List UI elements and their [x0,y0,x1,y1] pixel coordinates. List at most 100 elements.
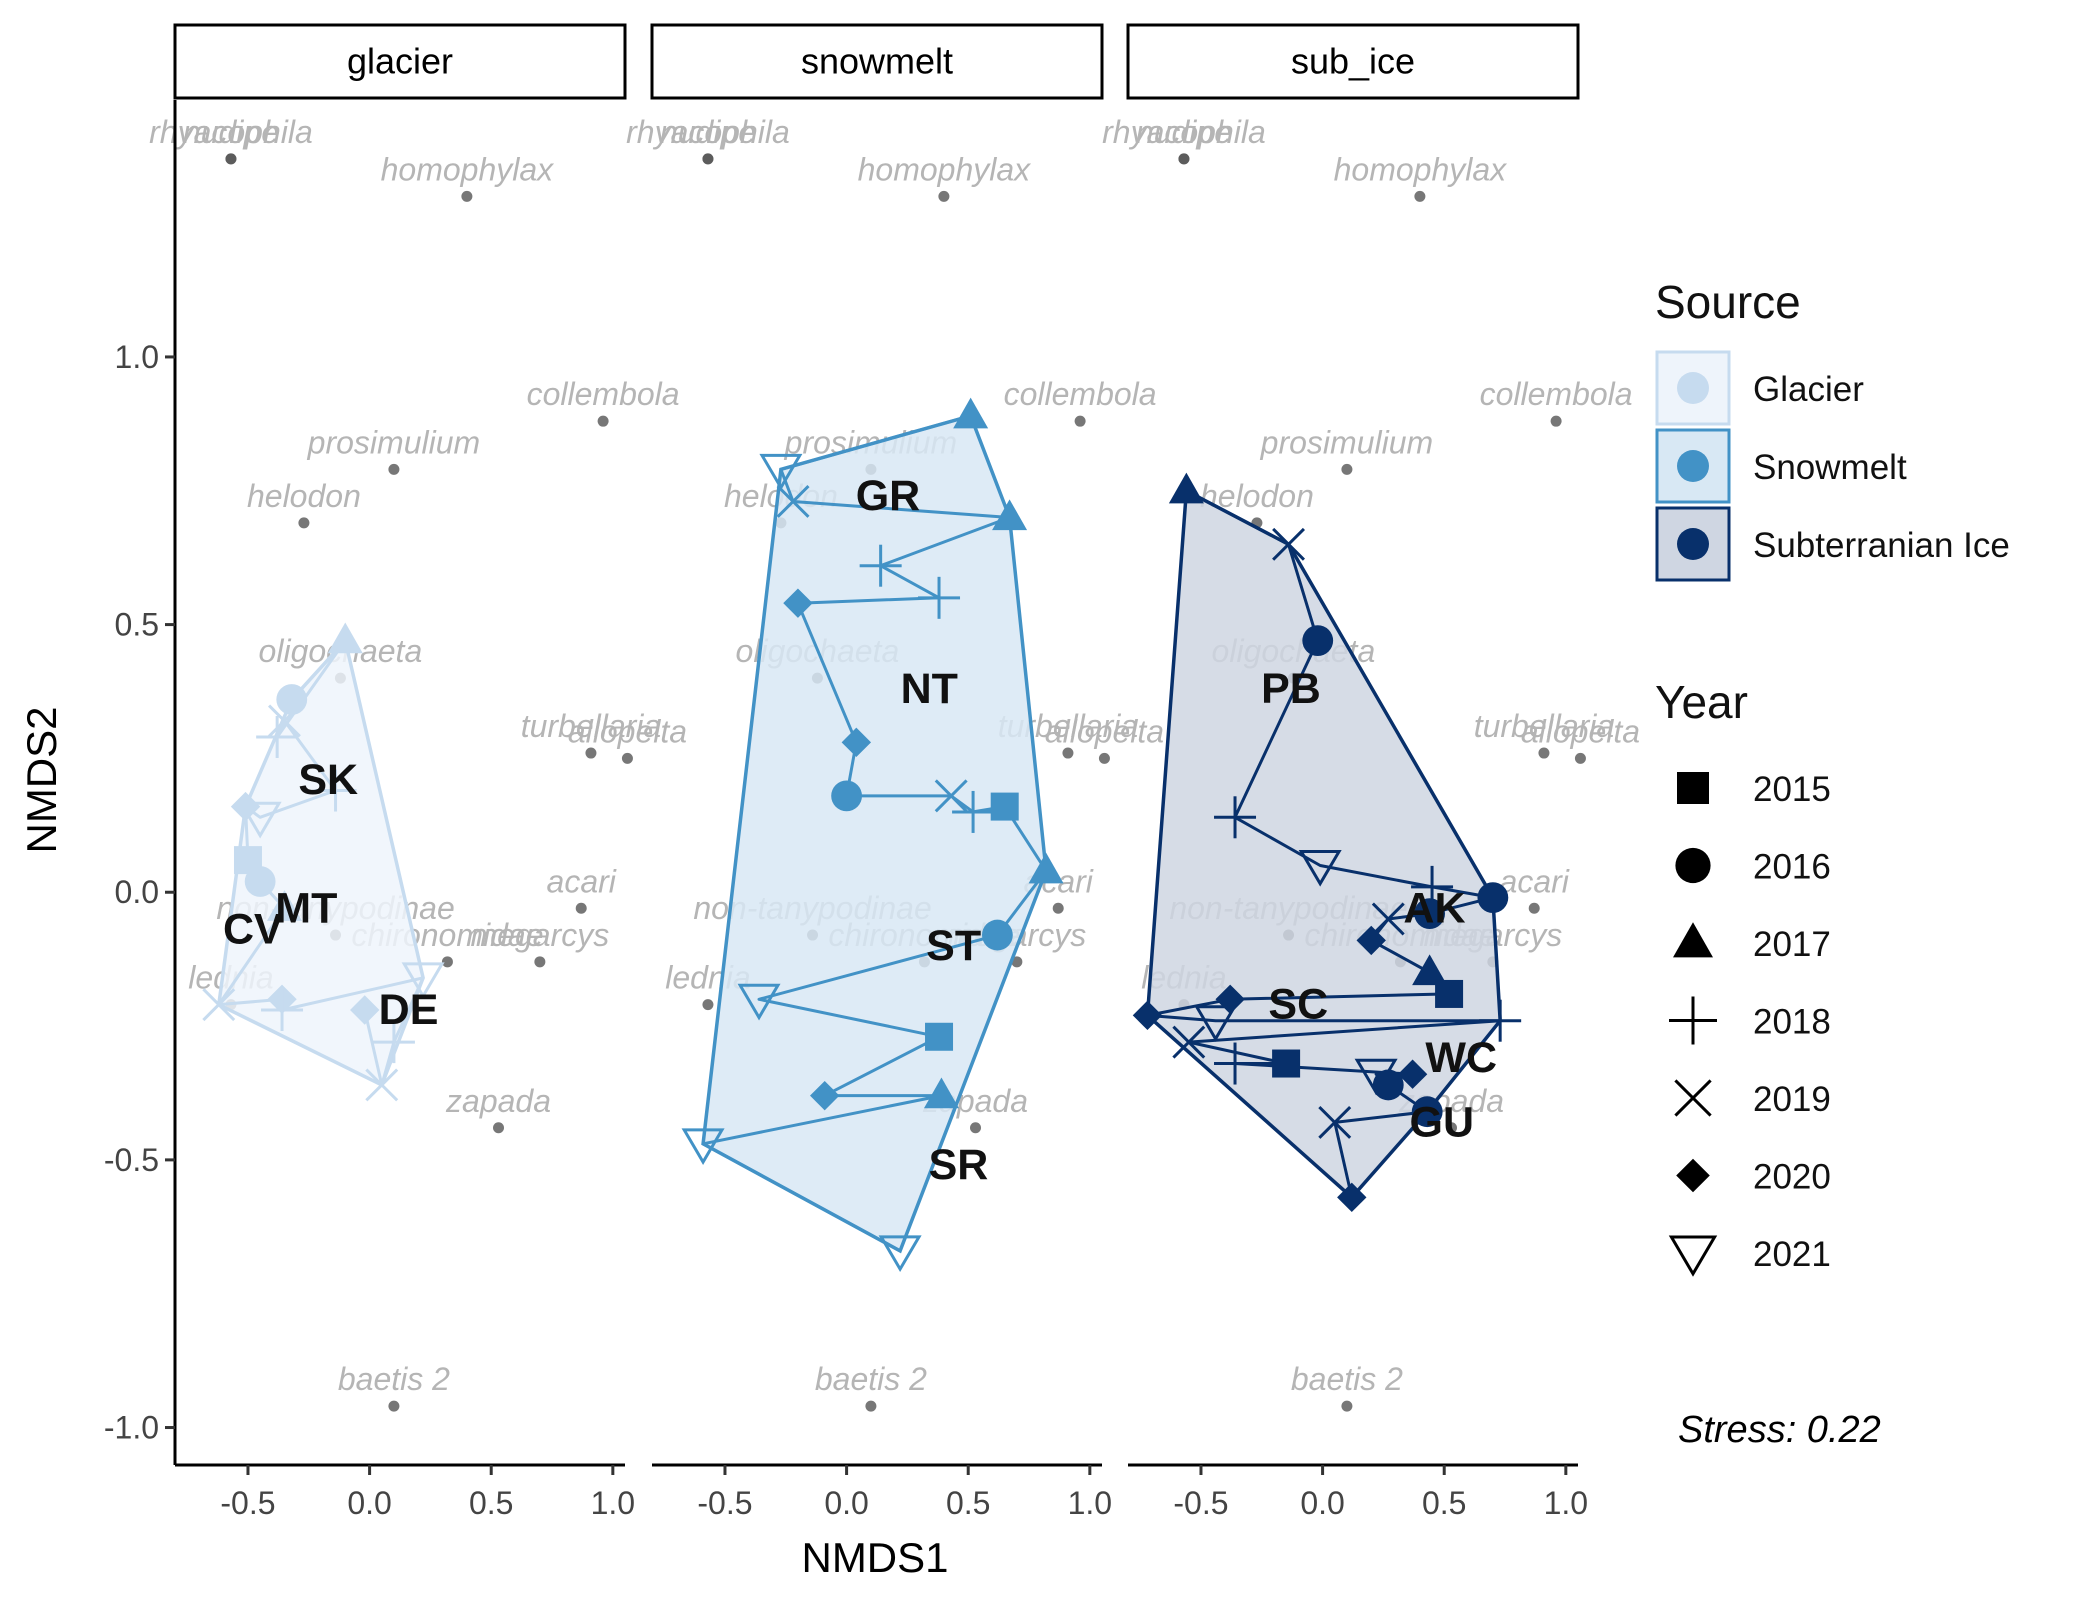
species-point [1011,956,1023,968]
site-point-2018 [256,716,299,758]
open-triangle-marker [681,1128,725,1165]
legend-source-title: Source [1655,276,1801,328]
legend-year-key [1668,1235,1718,1277]
site-point-2015 [990,792,1019,821]
species-label: allopelta [568,713,687,749]
open-triangle-marker [1668,1235,1718,1277]
species-point [865,1400,877,1412]
site-point-2017 [992,499,1028,531]
species-label: allopelta [1521,713,1640,749]
triangle-marker [1028,852,1064,884]
site-point-2021 [759,453,803,491]
site-point-2019 [1371,902,1405,936]
site-point-2019 [934,779,968,813]
site-point-2019 [365,1068,399,1102]
y-tick-label: 0.0 [115,874,159,910]
site-label: PB [1261,665,1321,713]
triangle-marker [992,499,1028,531]
cross-marker-b [934,779,968,813]
x-tick-label: -0.5 [697,1485,752,1521]
species-point [388,1400,400,1412]
legend-year-item: 2021 [1668,1235,1831,1277]
y-tick-label: 0.5 [115,607,159,643]
x-tick-label: 0.5 [946,1485,990,1521]
strip-box-glacier [173,23,627,100]
legend-key-point [1677,528,1709,560]
site-label: ST [926,922,981,970]
site-point-2016 [244,866,276,897]
legend-year-label: 2021 [1753,1235,1831,1274]
diamond-marker [230,791,261,822]
species-label: megarcys [471,917,610,953]
site-point-2021 [238,801,282,839]
site-label: SC [1268,981,1328,1029]
species-point [1074,415,1086,427]
site-point-2018 [859,544,902,587]
species-point [1062,747,1074,759]
diamond-marker [1397,1059,1428,1089]
species-point [575,902,587,914]
circle-marker [1477,882,1509,913]
strip-box-snowmelt [650,23,1104,100]
circle-marker [1675,847,1711,884]
stress-annotation: Stress: 0.22 [1678,1409,1881,1451]
open-triangle-marker [238,801,282,839]
site-point-2021 [1298,849,1342,887]
square-marker [925,1022,954,1051]
species-label: collembola [1004,376,1157,412]
circle-marker [831,780,862,812]
legend-source-label: Glacier [1753,370,1864,409]
site-point-2016 [1477,882,1509,913]
species-point [938,190,950,202]
square-marker [1272,1049,1301,1078]
site-point-2017 [266,890,302,921]
legend-source-item: Snowmelt [1655,428,1907,504]
legend-year-item: 2020 [1676,1158,1831,1197]
x-axis-title: NMDS1 [801,1534,948,1581]
site-point-2015 [925,1022,954,1051]
open-triangle-marker [878,1235,922,1273]
x-tick-label: 0.0 [824,1485,868,1521]
site-markers [202,622,445,1102]
site-label: MT [275,884,337,932]
site-point-2020 [1356,925,1386,956]
legend-source-label: Snowmelt [1753,448,1907,487]
diamond-marker [1337,1182,1367,1213]
species-point [298,517,310,529]
species-label: nudipe [660,114,756,150]
legend-year-key [1676,1158,1710,1193]
legend-year-key [1677,772,1709,804]
triangle-marker [266,890,302,921]
cross-marker-b [365,1068,399,1102]
species-point [597,415,609,427]
species-point [585,747,597,759]
species-point [1538,747,1550,759]
site-point-2016 [1302,625,1334,657]
legend: Source Glacier Snowmelt Subterranian Ice Yea… [1655,276,2010,1277]
legend-year-item: 2017 [1673,922,1831,964]
site-label: DE [379,986,439,1034]
species-point [1341,1400,1353,1412]
legend-year-item: 2018 [1669,996,1831,1045]
circle-marker [1414,898,1446,930]
species-label: acari [1500,863,1570,899]
circle-marker [244,866,276,897]
species-point [1341,463,1353,475]
legend-year-item: 2016 [1675,847,1831,887]
strip-box-sub_ice [1126,23,1580,100]
legend-year-item: 2019 [1674,1079,1831,1119]
diamond-marker [1132,1000,1163,1031]
species-point [1446,1122,1458,1134]
circle-marker [276,684,308,715]
species-label: turbellaria [521,708,662,744]
x-tick-label: -0.5 [220,1485,275,1521]
legend-year-key [1673,922,1713,958]
circle-marker [982,919,1013,951]
panel-glacier: glaciernudiperhyacophilahomophylaxcollem… [149,23,687,1521]
legend-key-point [1677,450,1709,482]
site-point-2020 [783,588,813,618]
species-label: helodon [247,478,361,514]
triangle-marker [327,622,363,654]
square-marker [990,792,1019,821]
